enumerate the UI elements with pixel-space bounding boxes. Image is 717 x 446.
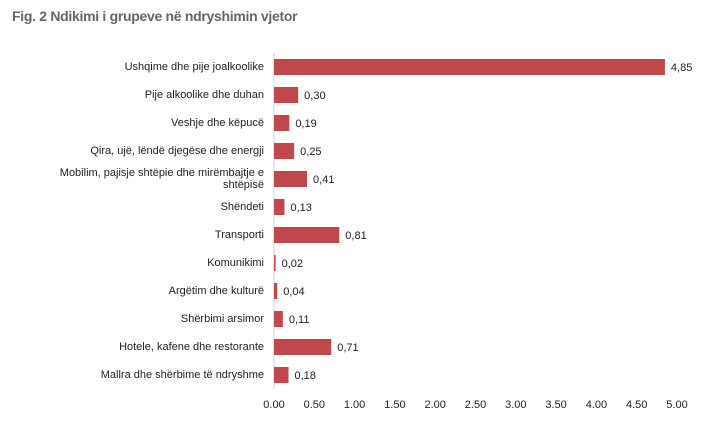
y-tick-label: Shërbimi arsimor	[180, 313, 264, 325]
bar	[274, 143, 295, 159]
y-tick-label: Transporti	[214, 229, 264, 241]
x-tick-label: 3.00	[505, 399, 526, 411]
value-label: 0,30	[304, 90, 325, 102]
bar	[274, 199, 285, 215]
bar	[274, 367, 289, 383]
x-tick-label: 0.00	[263, 399, 284, 411]
y-tick-label: Veshje dhe këpucë	[171, 117, 264, 129]
value-label: 0,41	[313, 174, 334, 186]
y-tick-label: Qira, ujë, lëndë djegëse dhe energji	[90, 145, 264, 157]
value-label: 0,19	[295, 118, 316, 130]
value-label: 0,04	[283, 286, 304, 298]
y-tick-label: Ushqime dhe pije joalkoolike	[124, 61, 264, 73]
value-label: 0,71	[337, 342, 358, 354]
x-tick-label: 0.50	[304, 399, 325, 411]
bar	[274, 255, 276, 271]
value-label: 4,85	[671, 62, 692, 74]
x-tick-label: 2.00	[424, 399, 445, 411]
y-tick-label: Hotele, kafene dhe restorante	[119, 341, 264, 353]
value-label: 0,25	[300, 146, 321, 158]
chart-title: Fig. 2 Ndikimi i grupeve në ndryshimin v…	[12, 8, 298, 24]
bar	[274, 171, 308, 187]
y-tick-label: Mobilim, pajisje shtëpie dhe mirëmbajtje…	[59, 167, 264, 191]
y-tick-label: Pije alkoolike dhe duhan	[144, 89, 264, 101]
bar	[274, 339, 332, 355]
bar	[274, 283, 278, 299]
y-tick-label: Argëtim dhe kulturë	[168, 285, 264, 297]
value-label: 0,81	[345, 230, 366, 242]
y-tick-label: Komunikimi	[207, 257, 264, 269]
x-tick-label: 1.00	[344, 399, 365, 411]
x-tick-label: 1.50	[384, 399, 405, 411]
bar	[274, 59, 665, 75]
y-tick-label: Mallra dhe shërbime të ndryshme	[100, 369, 264, 381]
x-tick-label: 5.00	[666, 399, 687, 411]
x-tick-label: 4.50	[626, 399, 647, 411]
y-tick-label: Shëndeti	[220, 201, 264, 213]
value-label: 0,18	[295, 370, 316, 382]
value-label: 0,13	[290, 202, 311, 214]
value-label: 0,11	[289, 314, 310, 326]
x-tick-label: 3.50	[545, 399, 566, 411]
bar	[274, 227, 340, 243]
x-tick-label: 2.50	[465, 399, 486, 411]
x-tick-label: 4.00	[586, 399, 607, 411]
value-label: 0,02	[282, 258, 303, 270]
bar	[274, 311, 283, 327]
bar	[274, 115, 290, 131]
bar	[274, 87, 299, 103]
